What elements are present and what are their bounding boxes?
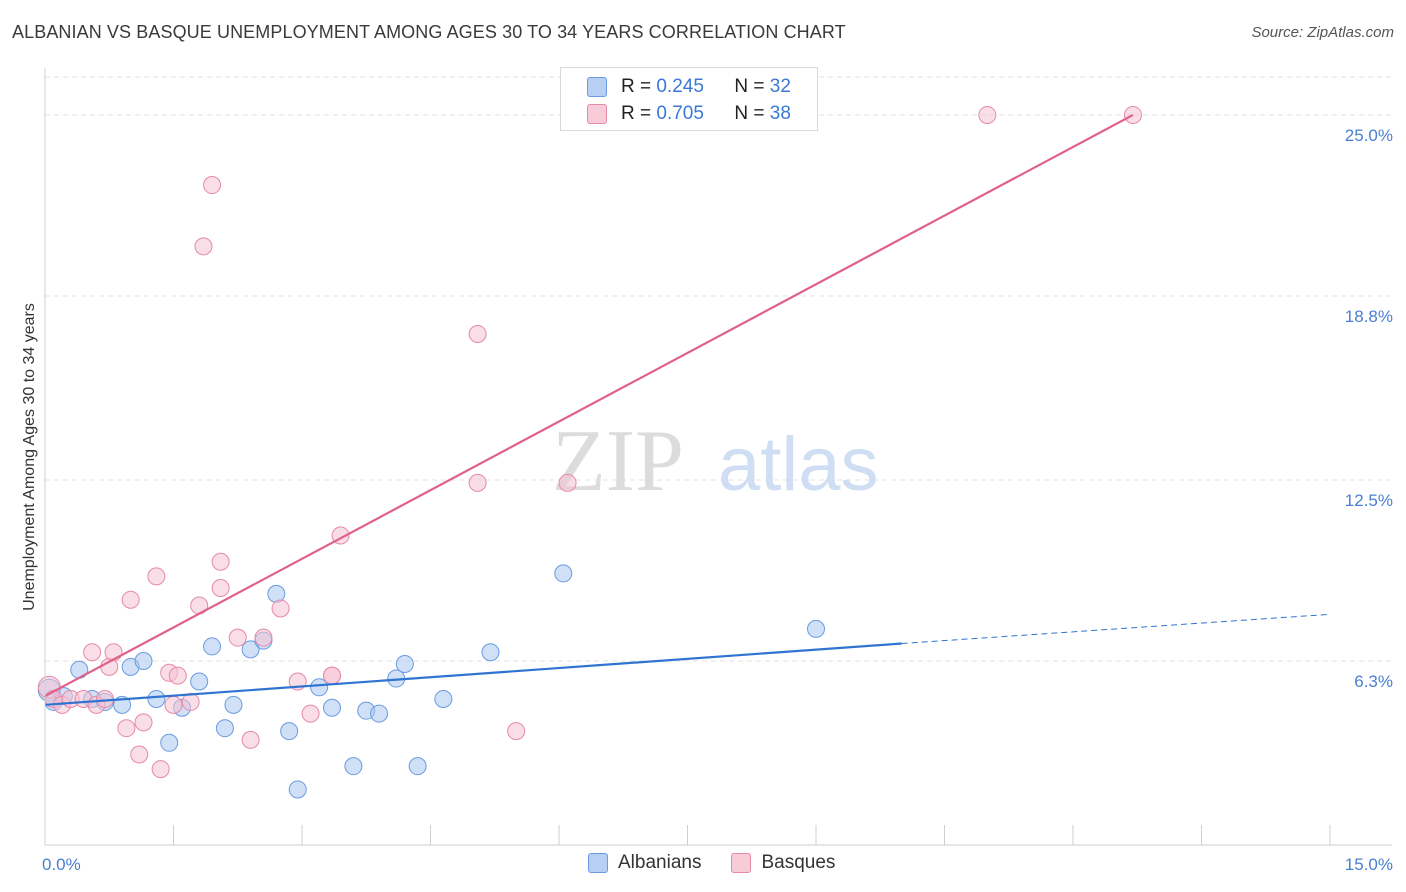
legend-row-albanians: R = 0.245 N = 32 bbox=[587, 75, 791, 99]
basques-point bbox=[558, 473, 577, 492]
albanians-point bbox=[190, 672, 209, 691]
basques-point bbox=[181, 692, 200, 711]
albanians-point bbox=[310, 678, 329, 697]
y-tick-label: 25.0% bbox=[1345, 126, 1393, 145]
basques-n-value: 38 bbox=[769, 103, 791, 124]
legend-item-basques: Basques bbox=[731, 852, 835, 874]
basques-point bbox=[168, 666, 187, 685]
basques-point bbox=[978, 105, 997, 124]
albanians-point bbox=[224, 695, 243, 714]
basques-point bbox=[241, 730, 260, 749]
watermark-atlas: atlas bbox=[718, 422, 879, 507]
basques-legend-label: Basques bbox=[761, 852, 836, 873]
basques-point bbox=[203, 176, 222, 195]
basques-r-label: R = bbox=[621, 103, 657, 124]
basques-point bbox=[95, 689, 114, 708]
legend-item-albanians: Albanians bbox=[588, 852, 701, 874]
albanians-n-label: N = bbox=[734, 76, 770, 97]
albanians-point bbox=[344, 757, 363, 776]
albanians-point bbox=[288, 780, 307, 799]
basques-point bbox=[301, 704, 320, 723]
albanians-point bbox=[807, 619, 825, 638]
basques-swatch bbox=[587, 104, 607, 124]
albanians-point bbox=[481, 643, 500, 662]
series-legend: Albanians Basques bbox=[588, 852, 865, 874]
basques-legend-swatch bbox=[731, 853, 752, 873]
basques-point bbox=[164, 695, 183, 714]
axes: 6.3% 12.5% 18.8% 25.0% 0.0% 15.0% bbox=[42, 68, 1393, 874]
y-tick-label: 12.5% bbox=[1345, 491, 1393, 510]
albanians-legend-label: Albanians bbox=[618, 852, 702, 873]
basques-point bbox=[271, 599, 290, 618]
albanians-trend-line bbox=[44, 642, 902, 706]
basques-point bbox=[117, 719, 136, 738]
basques-point bbox=[468, 473, 487, 492]
chart-title: ALBANIAN VS BASQUE UNEMPLOYMENT AMONG AG… bbox=[12, 22, 846, 42]
albanians-legend-swatch bbox=[588, 853, 608, 873]
albanians-point bbox=[215, 719, 234, 738]
basques-point bbox=[507, 722, 526, 741]
albanians-trend-extension bbox=[901, 613, 1331, 645]
basques-point bbox=[130, 745, 149, 764]
albanians-r-label: R = bbox=[621, 76, 657, 97]
basques-point bbox=[211, 579, 230, 598]
albanians-swatch bbox=[587, 77, 607, 97]
albanians-point bbox=[160, 733, 179, 752]
legend-row-basques: R = 0.705 N = 38 bbox=[587, 102, 791, 126]
basques-point bbox=[468, 324, 487, 343]
basques-point bbox=[83, 643, 102, 662]
data-points bbox=[37, 105, 1142, 799]
basques-point bbox=[194, 237, 213, 256]
albanians-point bbox=[322, 698, 341, 717]
basques-point bbox=[228, 628, 247, 647]
basques-point bbox=[322, 666, 341, 685]
correlation-legend: R = 0.245 N = 32 R = 0.705 N = 38 bbox=[560, 67, 818, 131]
y-tick-label: 6.3% bbox=[1354, 672, 1393, 691]
albanians-point bbox=[147, 689, 166, 708]
basques-point bbox=[151, 760, 170, 779]
grid bbox=[45, 76, 1392, 662]
albanians-point bbox=[408, 757, 427, 776]
albanians-r-value: 0.245 bbox=[656, 76, 704, 97]
albanians-n-value: 32 bbox=[769, 76, 791, 97]
x-tick-label-min: 0.0% bbox=[42, 855, 81, 874]
basques-point bbox=[254, 628, 273, 647]
albanians-point bbox=[280, 722, 299, 741]
trend-lines bbox=[44, 113, 1331, 706]
albanians-point bbox=[434, 689, 453, 708]
albanians-point bbox=[370, 704, 389, 723]
basques-point bbox=[134, 713, 153, 732]
basques-n-label: N = bbox=[734, 103, 770, 124]
basques-point bbox=[211, 552, 230, 571]
albanians-point bbox=[134, 652, 153, 671]
basques-trend-line bbox=[44, 113, 1134, 698]
y-tick-label: 18.8% bbox=[1345, 307, 1393, 326]
watermark-zip: ZIP bbox=[552, 413, 684, 510]
albanians-point bbox=[554, 564, 573, 583]
basques-r-value: 0.705 bbox=[656, 103, 704, 124]
source-label: Source: ZipAtlas.com bbox=[1251, 24, 1394, 41]
albanians-point bbox=[241, 640, 260, 659]
basques-point bbox=[121, 590, 140, 609]
albanians-point bbox=[395, 654, 414, 673]
basques-point bbox=[147, 567, 166, 586]
albanians-point bbox=[203, 637, 222, 656]
x-tick-label-max: 15.0% bbox=[1345, 855, 1393, 874]
